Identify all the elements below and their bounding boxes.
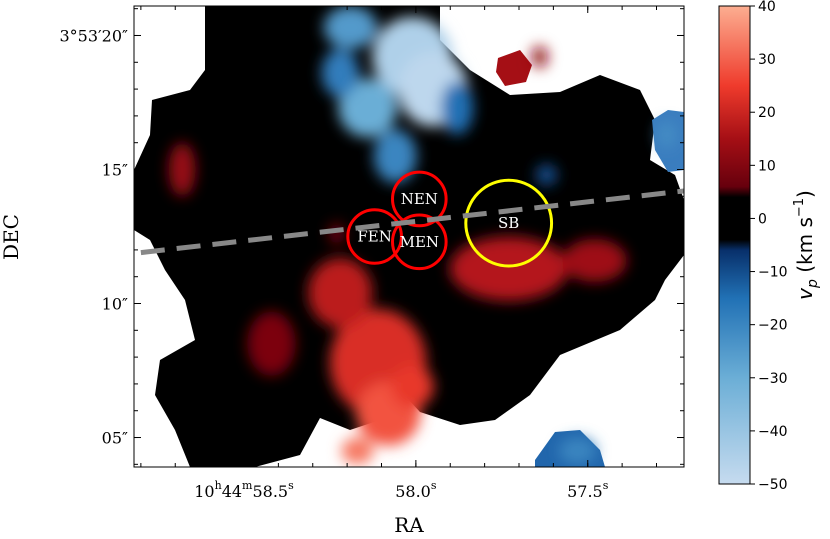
velocity-blob	[328, 223, 345, 245]
x-tick-label: 57.5s	[567, 479, 609, 501]
colorbar-tick-label: −10	[758, 265, 788, 281]
velocity-blob	[308, 257, 373, 328]
velocity-blob	[321, 48, 360, 98]
aperture-regions: NEN FEN MEN SB	[346, 170, 554, 271]
y-tick-label: 05″	[102, 429, 128, 448]
velocity-blob	[535, 164, 558, 186]
y-tick-label: 10″	[102, 295, 128, 314]
velocity-blob	[449, 236, 568, 301]
dashed-axis-line	[140, 188, 684, 256]
colorbar-gradient	[719, 6, 750, 484]
velocity-blob	[341, 437, 374, 465]
colorbar-title: vp (km s−1)	[792, 190, 821, 300]
region-label: MEN	[400, 233, 439, 251]
colorbar-tick-label: −50	[758, 477, 788, 493]
colorbar-tick-label: −20	[758, 318, 788, 334]
velocity-blob	[373, 129, 417, 183]
region-men: MEN	[391, 213, 448, 271]
region-circle	[391, 213, 448, 271]
region-label: SB	[498, 214, 519, 232]
region-label: NEN	[401, 190, 438, 208]
x-axis-ticks: 10h44m58.5s 58.0s 57.5s	[140, 6, 657, 501]
region-fen: FEN	[346, 208, 403, 265]
colorbar: 40 30 20 10 0 −10 −20 −30 −40 −50 vp (km s−1)	[718, 0, 821, 493]
velocity-blob	[558, 437, 597, 465]
y-axis-ticks: 3°53′20″ 15″ 10″ 05″	[59, 8, 684, 465]
colorbar-tick-label: 0	[758, 211, 767, 227]
colorbar-tick-label: 40	[758, 0, 776, 15]
velocity-blob	[441, 81, 474, 135]
colorbar-ticks: 40 30 20 10 0 −10 −20 −30 −40 −50	[750, 0, 788, 493]
map-frame	[133, 5, 685, 468]
y-tick-label: 3°53′20″	[59, 26, 128, 45]
colorbar-tick-label: 30	[758, 52, 776, 68]
region-sb: SB	[464, 178, 554, 268]
region-label: FEN	[357, 228, 391, 246]
velocity-blob	[657, 121, 677, 149]
colorbar-frame	[718, 5, 751, 485]
x-axis-title: RA	[394, 513, 424, 537]
region-circle	[346, 208, 403, 265]
y-axis-title: DEC	[0, 214, 23, 260]
region-circle	[464, 178, 554, 268]
velocity-blob	[323, 6, 378, 49]
region-circle	[391, 170, 448, 228]
x-tick-label: 10h44m58.5s	[194, 479, 294, 501]
velocity-blob	[562, 239, 627, 283]
colorbar-tick-label: 20	[758, 105, 776, 121]
velocity-blob	[531, 46, 548, 68]
red-island-top	[496, 50, 532, 86]
colorbar-tick-label: −30	[758, 371, 788, 387]
colorbar-tick-label: 10	[758, 158, 776, 174]
velocity-blob	[390, 365, 434, 409]
velocity-blob	[247, 311, 296, 376]
velocity-blobs	[168, 6, 677, 465]
y-tick-label: 15″	[102, 160, 128, 179]
velocity-blob	[168, 142, 196, 197]
region-nen: NEN	[391, 170, 448, 228]
map-panel: NEN FEN MEN SB 10h44m58.5s 58.0s 57.5s 3°53′2…	[59, 5, 685, 501]
x-tick-label: 58.0s	[395, 479, 437, 501]
velocity-blob	[338, 78, 398, 138]
colorbar-tick-label: −40	[758, 424, 788, 440]
